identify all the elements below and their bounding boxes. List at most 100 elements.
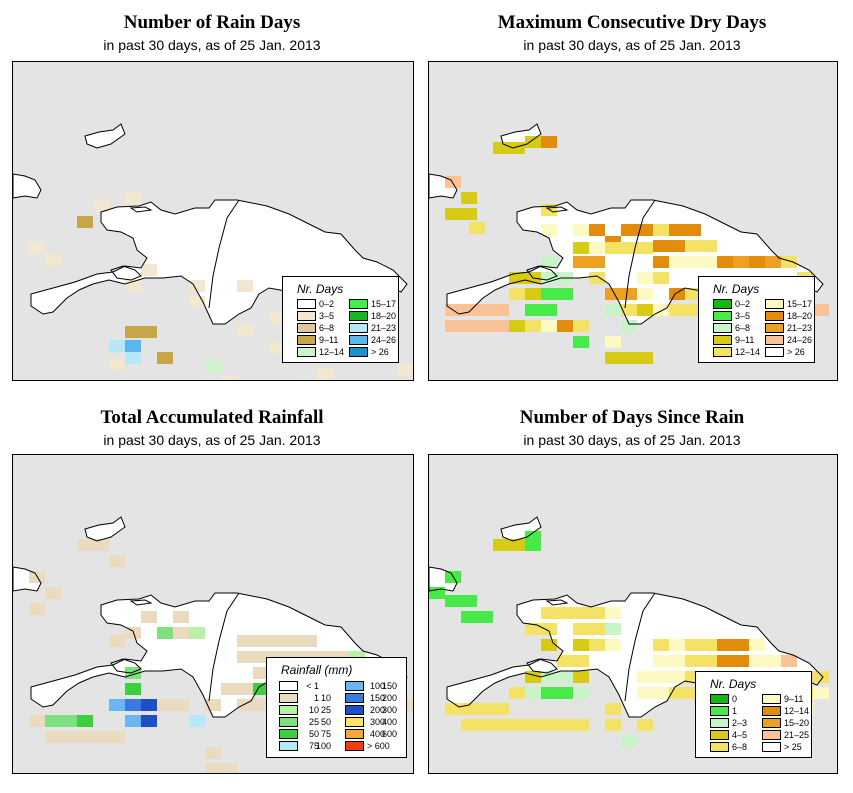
legend-title: Nr. Days: [297, 282, 344, 296]
grid-cell: [541, 623, 557, 635]
legend-swatch: [765, 299, 784, 309]
grid-cell: [141, 611, 157, 623]
grid-cell: [573, 623, 589, 635]
legend-item: 6–8: [710, 741, 760, 753]
legend-swatch: [279, 741, 298, 751]
grid-cell: [541, 224, 557, 236]
grid-cell: [461, 208, 477, 220]
grid-cell: [765, 655, 781, 667]
legend-label: > 25: [784, 742, 802, 752]
grid-cell: [445, 208, 461, 220]
legend-swatch: [765, 323, 784, 333]
map-frame-rain-days: Nr. Days 0–2 3–5 6–8 9–11 12–14 15–17 18–20 21–…: [12, 61, 414, 381]
grid-cell: [141, 326, 157, 338]
grid-cell: [253, 683, 269, 695]
legend-item: 3–5: [297, 310, 347, 322]
panel-subtitle: in past 30 days, as of 25 Jan. 2013: [103, 432, 321, 448]
grid-cell: [525, 719, 541, 731]
grid-cell: [685, 224, 701, 236]
legend-swatch: [345, 693, 364, 703]
legend-to: 200: [381, 693, 397, 703]
legend-swatch: [349, 311, 368, 321]
grid-cell: [509, 687, 525, 699]
legend-swatch: [345, 729, 364, 739]
grid-cell: [557, 671, 573, 683]
grid-cell: [701, 240, 717, 252]
grid-cell: [605, 623, 621, 635]
legend-item: 4–5: [710, 729, 760, 741]
cuba-outline: [13, 173, 42, 199]
grid-cell: [573, 242, 589, 254]
grid-cell: [509, 142, 525, 154]
grid-cell: [685, 256, 701, 268]
grid-cell: [77, 731, 93, 743]
grid-cell: [269, 635, 285, 647]
grid-cell: [221, 763, 237, 773]
grid-cell: [557, 687, 573, 699]
legend-item: 0–2: [297, 298, 347, 310]
border-line: [208, 199, 240, 309]
grid-cell: [93, 200, 109, 212]
grid-cell: [269, 312, 285, 324]
legend-swatch: [713, 335, 732, 345]
grid-cell: [253, 651, 269, 663]
grid-cell: [461, 192, 477, 204]
legend-swatch: [765, 335, 784, 345]
legend-swatch: [762, 694, 781, 704]
grid-cell: [589, 224, 605, 236]
grid-cell: [477, 611, 493, 623]
legend-swatch: [279, 681, 298, 691]
grid-cell: [605, 639, 621, 651]
legend-swatch: [297, 347, 316, 357]
grid-cell: [141, 264, 157, 276]
bahamas-outline: [500, 516, 542, 542]
legend-item: 200 300: [345, 704, 411, 716]
grid-cell: [45, 587, 61, 599]
legend-swatch: [762, 730, 781, 740]
grid-cell: [733, 256, 749, 268]
legend-item: 18–20: [765, 310, 815, 322]
legend-from: 25: [308, 717, 319, 727]
coastlines: [429, 516, 824, 718]
legend-swatch: [297, 335, 316, 345]
hispaniola-outline: [30, 199, 408, 325]
grid-cell: [749, 655, 765, 667]
grid-cell: [637, 687, 653, 699]
grid-cell: [125, 699, 141, 711]
legend-from: 150: [369, 693, 385, 703]
grid-cell: [589, 242, 605, 254]
grid-cell: [109, 555, 125, 567]
grid-cell: [237, 683, 253, 695]
grid-cell: [605, 242, 621, 254]
grid-cell: [573, 719, 589, 731]
grid-cell: [541, 607, 557, 619]
legend-item: 9–11: [713, 334, 763, 346]
legend-item: 6–8: [297, 322, 347, 334]
legend-label: > 26: [787, 347, 805, 357]
gonave-outline: [526, 265, 558, 281]
legend-swatch: [713, 323, 732, 333]
grid-cell: [205, 747, 221, 759]
legend-days-since: Nr. Days 0 1 2–3 4–5 6–8 9–11 12–14 15–20 21–25 >…: [695, 671, 812, 758]
grid-cell: [573, 336, 589, 348]
legend-swatch: [710, 706, 729, 716]
legend-label: 12–14: [319, 347, 345, 357]
grid-cell: [573, 655, 589, 667]
grid-cell: [621, 224, 637, 236]
grid-cell: [669, 639, 685, 651]
grid-cell: [541, 304, 557, 316]
grid-cell: [749, 256, 765, 268]
hispaniola-outline: [446, 199, 824, 325]
grid-cell: [717, 639, 733, 651]
legend-label: 6–8: [319, 323, 335, 333]
legend-swatch: [765, 347, 784, 357]
grid-cell: [77, 216, 93, 228]
legend-item: > 26: [765, 346, 815, 358]
grid-cell: [573, 224, 589, 236]
grid-cell: [221, 376, 237, 380]
legend-from: 1: [313, 693, 319, 703]
grid-cell: [557, 607, 573, 619]
grid-cell: [637, 671, 653, 683]
legend-item: > 600: [345, 740, 411, 752]
grid-cell: [669, 240, 685, 252]
